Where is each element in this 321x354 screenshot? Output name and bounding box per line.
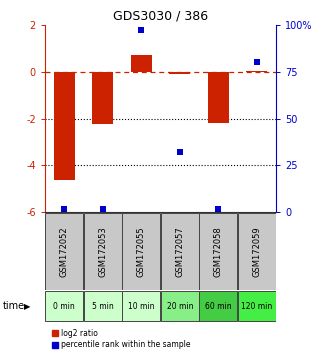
Bar (92, 72, 113, 125)
Point (254, 59, 259, 65)
Text: 10 min: 10 min (128, 302, 154, 311)
Bar (161, 213, 199, 290)
Point (177, 149, 182, 155)
Legend: log2 ratio, percentile rank within the sample: log2 ratio, percentile rank within the s… (49, 326, 194, 352)
Text: GSM172052: GSM172052 (60, 226, 69, 277)
Text: GSM172059: GSM172059 (252, 226, 261, 277)
Bar (238, 291, 276, 321)
Bar (84, 291, 122, 321)
Text: 20 min: 20 min (167, 302, 193, 311)
Bar (45, 291, 83, 321)
Bar (45, 213, 83, 290)
Point (62, 206, 67, 211)
Bar (208, 72, 229, 123)
Bar (246, 70, 267, 72)
Bar (161, 291, 199, 321)
Bar (122, 291, 160, 321)
Text: GSM172058: GSM172058 (214, 226, 223, 277)
Bar (122, 213, 160, 290)
Title: GDS3030 / 386: GDS3030 / 386 (113, 9, 208, 22)
Text: GSM172057: GSM172057 (175, 226, 184, 277)
Bar (238, 213, 276, 290)
Text: 60 min: 60 min (205, 302, 231, 311)
Text: 5 min: 5 min (92, 302, 114, 311)
Point (139, 28, 144, 33)
Text: 120 min: 120 min (241, 302, 273, 311)
Text: GSM172055: GSM172055 (137, 226, 146, 277)
Text: time: time (3, 301, 25, 311)
Bar (199, 291, 237, 321)
Bar (199, 213, 237, 290)
Bar (169, 72, 190, 74)
Text: ▶: ▶ (24, 302, 30, 311)
Point (100, 206, 105, 211)
Bar (54, 72, 75, 179)
Bar (131, 55, 152, 72)
Text: GSM172053: GSM172053 (98, 226, 107, 277)
Text: 0 min: 0 min (53, 302, 75, 311)
Point (216, 206, 221, 211)
Bar (84, 213, 122, 290)
